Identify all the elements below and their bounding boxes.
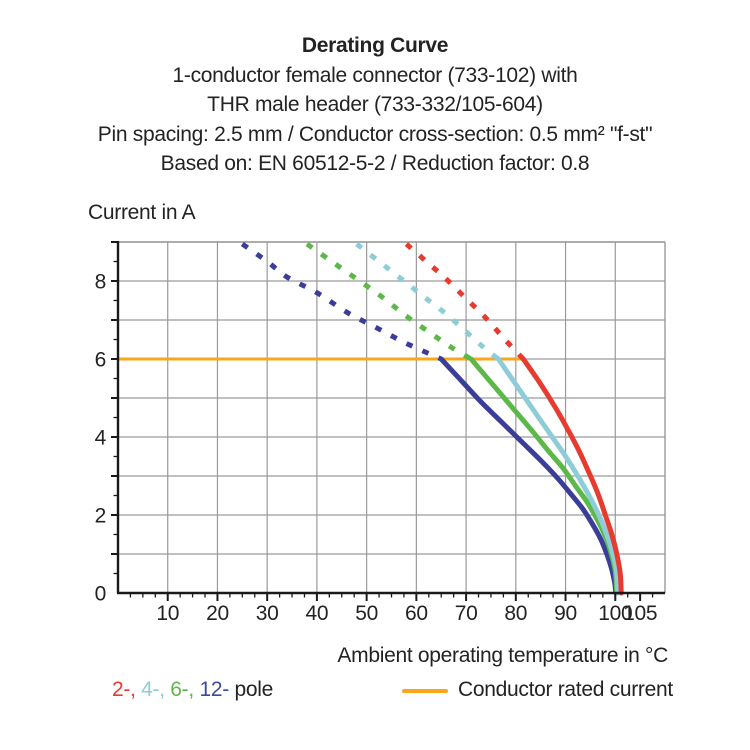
x-tick-label: 20 — [206, 602, 229, 625]
y-tick-label: 0 — [95, 583, 106, 606]
chart-subtitle-1: 1-conductor female connector (733-102) w… — [172, 63, 578, 87]
curve-2-pole-solid — [520, 356, 624, 596]
x-tick-label: 60 — [405, 602, 428, 625]
rated-current-swatch — [402, 689, 448, 693]
chart-subtitle-4: Based on: EN 60512-5-2 / Reduction facto… — [160, 152, 590, 175]
y-tick-label: 8 — [95, 271, 106, 294]
curve-6-pole-dashed — [305, 241, 473, 362]
rated-current-label: Conductor rated current — [458, 678, 673, 701]
curve-4-pole-dashed — [355, 242, 500, 361]
chart-subtitle-3: Pin spacing: 2.5 mm / Conductor cross-se… — [97, 122, 653, 146]
pole-legend-4: 4-, — [135, 678, 165, 701]
y-axis-title: Current in A — [88, 201, 196, 224]
legend-row: 2-, 4-, 6-, 12- pole Conductor rated cur… — [0, 678, 750, 708]
x-tick-label: 30 — [256, 602, 279, 625]
pole-legend-2: 2-, — [112, 678, 136, 701]
chart-title: Derating Curve — [301, 34, 449, 57]
curve-4-pole-solid — [495, 356, 621, 596]
curve-12-pole-dashed — [240, 241, 443, 362]
x-tick-label: 105 — [623, 602, 657, 625]
x-tick-label: 10 — [156, 602, 179, 625]
pole-legend-suffix: pole — [228, 678, 273, 701]
x-tick-label: 90 — [554, 602, 577, 625]
x-tick-label: 80 — [504, 602, 527, 625]
curve-12-pole-solid — [438, 356, 619, 596]
pole-legend: 2-, 4-, 6-, 12- pole — [112, 678, 273, 702]
chart-title-block: Derating Curve 1-conductor female connec… — [0, 31, 750, 179]
x-tick-label: 50 — [355, 602, 378, 625]
y-tick-label: 2 — [95, 505, 106, 528]
pole-legend-12: 12- — [193, 678, 229, 701]
chart-subtitle-2: THR male header (733-332/105-604) — [207, 93, 543, 116]
x-axis-title: Ambient operating temperature in °C — [337, 644, 668, 667]
y-tick-label: 4 — [95, 427, 107, 450]
x-tick-label: 70 — [455, 602, 478, 625]
pole-legend-6: 6-, — [164, 678, 194, 701]
y-tick-label: 6 — [95, 349, 106, 372]
curve-2-pole-dashed — [404, 242, 526, 361]
x-tick-label: 40 — [306, 602, 329, 625]
x-tick-label: 100 — [598, 602, 632, 625]
